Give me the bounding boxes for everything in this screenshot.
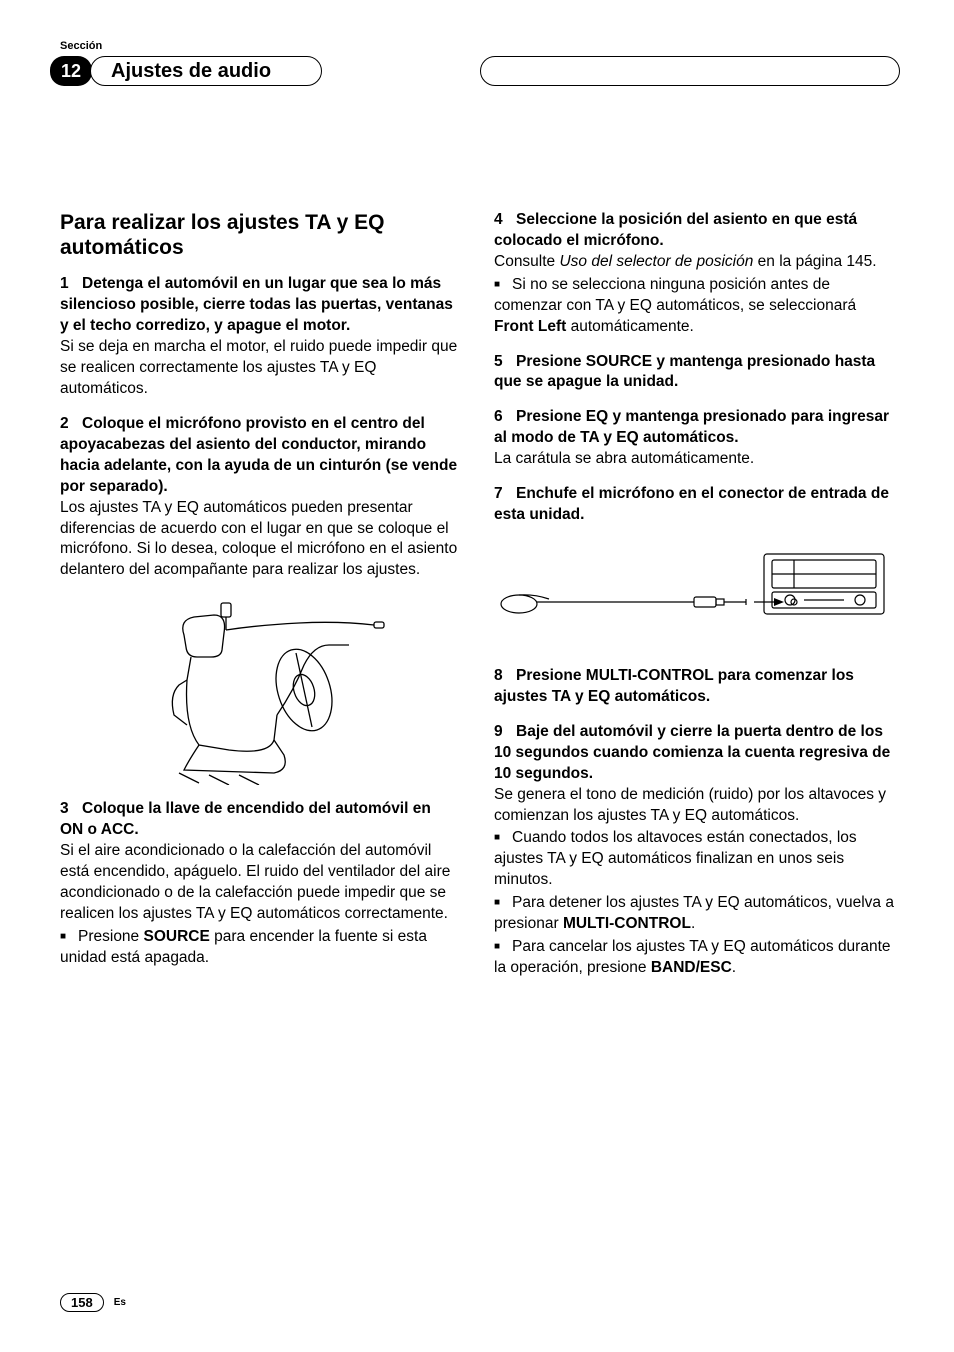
step-9-b2-bold: MULTI-CONTROL — [563, 915, 691, 932]
step-4-body-post: en la página 145. — [753, 253, 876, 270]
section-title: Ajustes de audio — [90, 56, 322, 86]
header-right-pill — [480, 56, 900, 86]
step-9-bullet-3: ■Para cancelar los ajustes TA y EQ autom… — [494, 937, 894, 979]
page-number: 158 — [60, 1293, 104, 1312]
step-9-b3-post: . — [732, 959, 736, 976]
right-column: 4Seleccione la posición del asiento en q… — [494, 210, 894, 979]
step-1-body: Si se deja en marcha el motor, el ruido … — [60, 337, 458, 400]
page-footer: 158 Es — [60, 1293, 126, 1312]
left-column: Para realizar los ajustes TA y EQ automá… — [60, 210, 458, 979]
step-7-heading: 7Enchufe el micrófono en el conector de … — [494, 484, 894, 526]
step-4-body-italic: Uso del selector de posición — [559, 253, 753, 270]
section-title-wrap: Ajustes de audio — [90, 56, 322, 86]
step-3-heading: 3Coloque la llave de encendido del autom… — [60, 799, 458, 841]
step-5-heading: 5Presione SOURCE y mantenga presionado h… — [494, 352, 894, 394]
step-4-title: Seleccione la posición del asiento en qu… — [494, 211, 857, 249]
step-4-bullet-pre: Si no se selecciona ninguna posición ant… — [494, 276, 856, 314]
step-6-title: Presione EQ y mantenga presionado para i… — [494, 408, 889, 446]
section-number-badge: 12 — [50, 56, 92, 86]
bullet-icon: ■ — [60, 930, 78, 944]
bullet-icon: ■ — [494, 896, 512, 910]
step-8-heading: 8Presione MULTI-CONTROL para comenzar lo… — [494, 666, 894, 708]
step-9-b2-post: . — [691, 915, 695, 932]
step-9-bullet-2: ■Para detener los ajustes TA y EQ automá… — [494, 893, 894, 935]
step-7-title: Enchufe el micrófono en el conector de e… — [494, 485, 889, 523]
step-6-heading: 6Presione EQ y mantenga presionado para … — [494, 407, 894, 449]
step-9-body: Se genera el tono de medición (ruido) po… — [494, 785, 894, 827]
step-9-bullet-1: ■Cuando todos los altavoces están conect… — [494, 828, 894, 891]
step-3-body: Si el aire acondicionado o la calefacció… — [60, 841, 458, 925]
step-9-b1-text: Cuando todos los altavoces están conecta… — [494, 829, 857, 888]
step-1-title: Detenga el automóvil en un lugar que sea… — [60, 275, 453, 334]
bullet-icon: ■ — [494, 278, 512, 292]
step-2-body: Los ajustes TA y EQ automáticos pueden p… — [60, 498, 458, 582]
step-9-b3-bold: BAND/ESC — [651, 959, 732, 976]
step-8-title: Presione MULTI-CONTROL para comenzar los… — [494, 667, 854, 705]
step-4-body-pre: Consulte — [494, 253, 559, 270]
step-2-title: Coloque el micrófono provisto en el cent… — [60, 415, 457, 495]
microphone-plug-illustration — [494, 544, 894, 644]
bullet-icon: ■ — [494, 940, 512, 954]
content-columns: Para realizar los ajustes TA y EQ automá… — [60, 210, 894, 979]
step-4-heading: 4Seleccione la posición del asiento en q… — [494, 210, 894, 252]
step-3-bullet-pre: Presione — [78, 928, 143, 945]
car-seat-microphone-illustration — [129, 595, 389, 785]
step-5-title: Presione SOURCE y mantenga presionado ha… — [494, 353, 875, 391]
step-4-bullet: ■Si no se selecciona ninguna posición an… — [494, 275, 894, 338]
step-3-title: Coloque la llave de encendido del automó… — [60, 800, 431, 838]
step-3-bullet-bold: SOURCE — [143, 928, 209, 945]
step-9-title: Baje del automóvil y cierre la puerta de… — [494, 723, 890, 782]
step-4-body: Consulte Uso del selector de posición en… — [494, 252, 894, 273]
step-4-bullet-bold: Front Left — [494, 318, 566, 335]
bullet-icon: ■ — [494, 831, 512, 845]
subsection-heading: Para realizar los ajustes TA y EQ automá… — [60, 210, 458, 260]
step-6-body: La carátula se abra automáticamente. — [494, 449, 894, 470]
step-4-bullet-post: automáticamente. — [566, 318, 694, 335]
step-3-bullet: ■Presione SOURCE para encender la fuente… — [60, 927, 458, 969]
section-label: Sección — [60, 40, 102, 52]
page-header: Sección 12 Ajustes de audio — [60, 40, 894, 120]
step-2-heading: 2Coloque el micrófono provisto en el cen… — [60, 414, 458, 498]
step-9-heading: 9Baje del automóvil y cierre la puerta d… — [494, 722, 894, 785]
step-1-heading: 1Detenga el automóvil en un lugar que se… — [60, 274, 458, 337]
language-code: Es — [114, 1297, 126, 1308]
